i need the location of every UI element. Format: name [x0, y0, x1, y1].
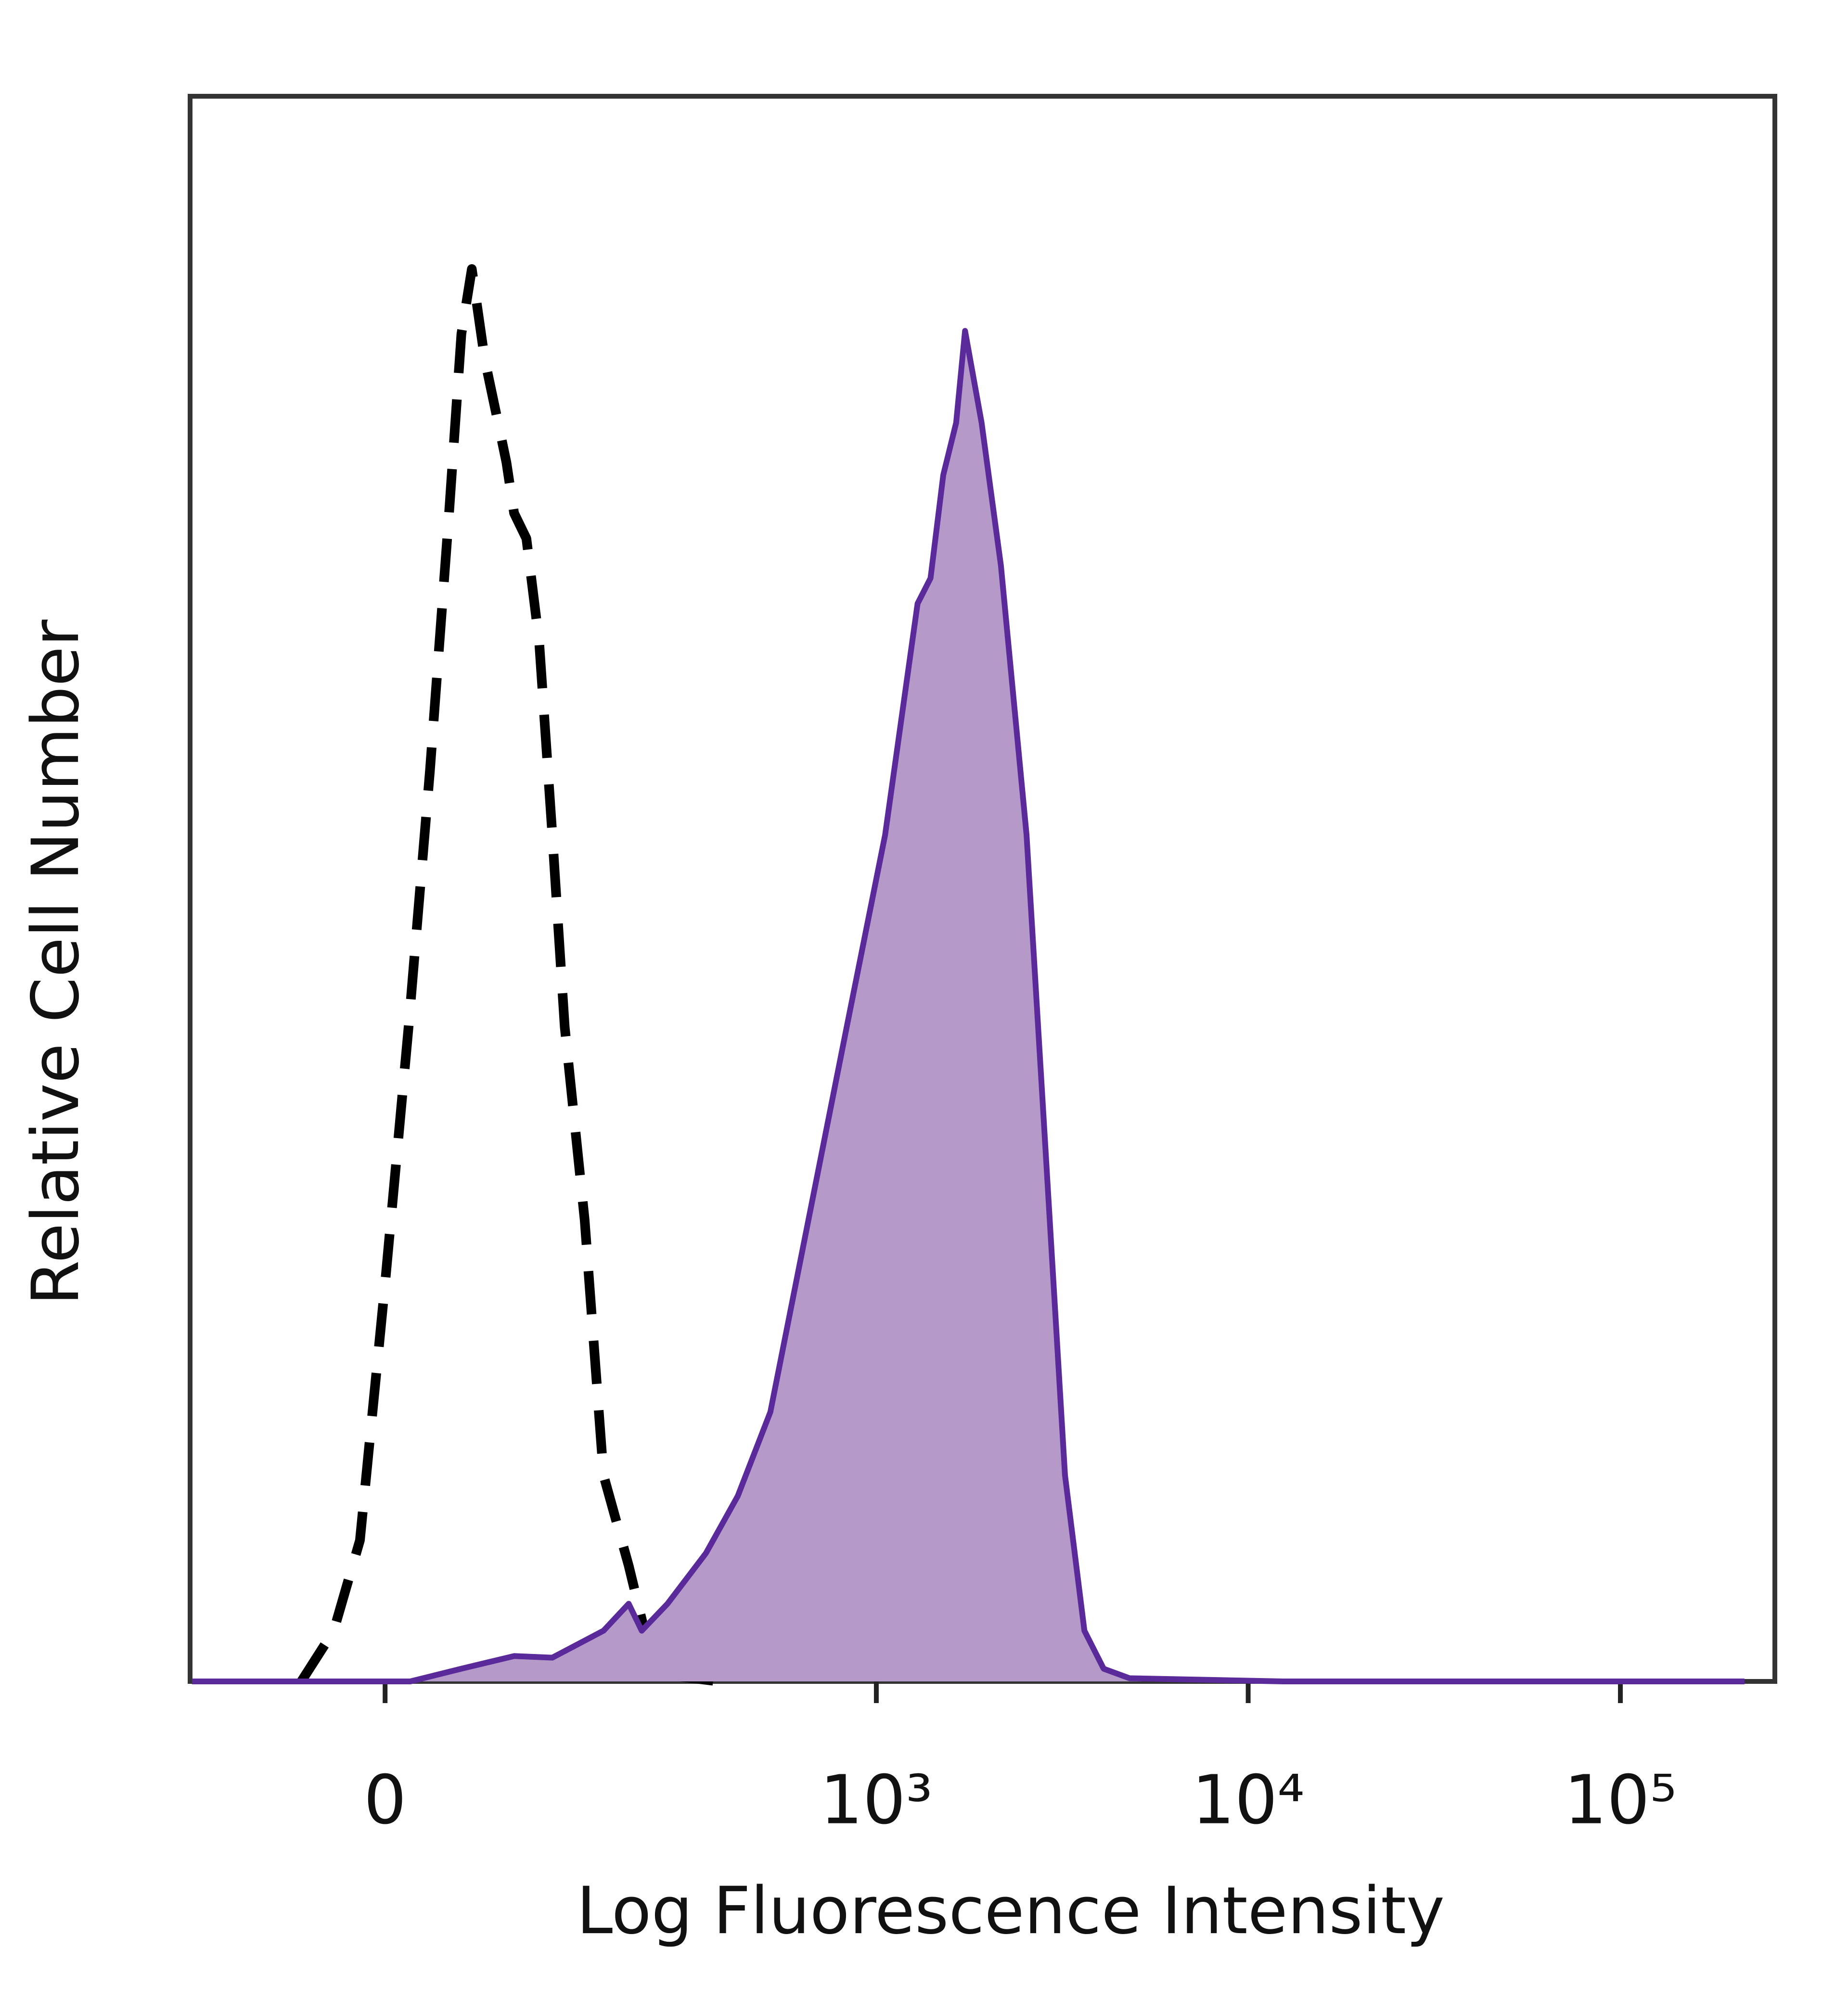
x-axis-label: Log Fluorescence Intensity [577, 1873, 1445, 1949]
x-tick-label: 10⁵ [1564, 1761, 1677, 1840]
x-tick-label: 10⁴ [1192, 1761, 1304, 1840]
control-histogram-line [297, 264, 719, 1686]
y-axis-label: Relative Cell Number [18, 619, 93, 1305]
x-tick-label: 10³ [820, 1761, 933, 1840]
histogram-area [192, 331, 1745, 1681]
x-tick-label: 0 [364, 1761, 407, 1840]
histogram-line [192, 328, 1745, 1684]
